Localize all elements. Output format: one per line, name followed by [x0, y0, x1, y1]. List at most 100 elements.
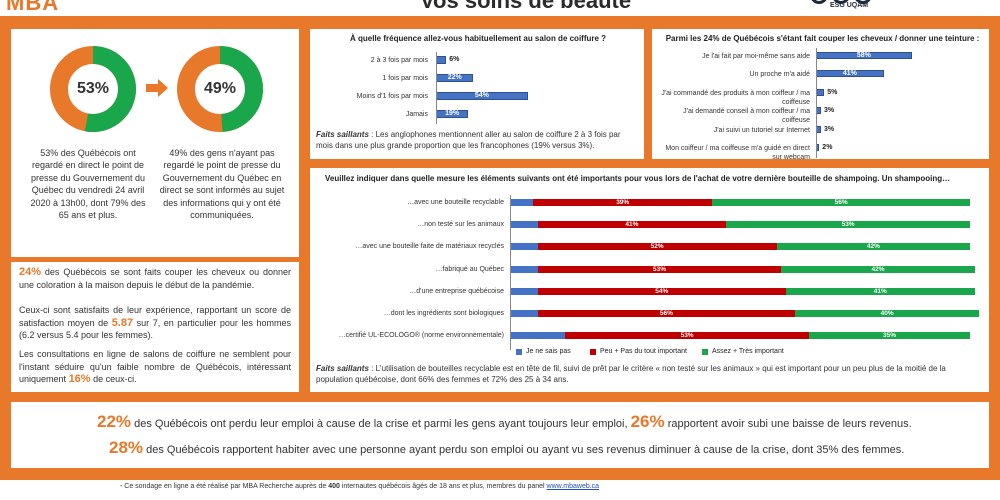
donut-svg — [177, 46, 263, 132]
bar-value-label: 53% — [841, 221, 855, 229]
stacked-bar-segment — [510, 332, 566, 340]
bar-value-label: 53% — [652, 265, 666, 273]
bar-value-label: 3% — [823, 125, 835, 133]
stacked-bar-segment — [537, 221, 727, 229]
legend-swatch — [590, 348, 596, 355]
category-label: …fabriqué au Québec — [435, 265, 505, 273]
footer: - Ce sondage en ligne a été réalisé par … — [0, 480, 1000, 500]
page-title: Vos soins de beauté — [420, 0, 632, 13]
statement-text: des Québécois rapportent habiter avec un… — [146, 444, 905, 456]
paragraph-text: des Québécois se sont faits couper les c… — [19, 267, 291, 290]
employment-line-1: 22% des Québécois ont perdu leur emploi … — [97, 412, 912, 432]
bar-value-label: 2% — [822, 144, 833, 151]
axis-line — [436, 52, 437, 124]
esg-uqam-text: ESG UQAM — [830, 2, 869, 9]
bar-value-label: 5% — [827, 88, 838, 96]
category-label: 2 à 3 fois par mois — [370, 57, 428, 64]
bar — [436, 56, 447, 64]
category-label: …avec une bouteille recyclable — [407, 199, 504, 206]
stacked-bar-segment — [776, 243, 970, 251]
chart-notes: Faits saillants : L'utilisation de boute… — [316, 363, 983, 385]
donut-left-description: 53% des Québécois ont regardé en direct … — [30, 148, 146, 221]
bar-value-label: 40% — [880, 310, 894, 317]
category-label: Jamais — [405, 111, 428, 118]
footer-highlight: 400 — [328, 483, 340, 490]
category-label: …certifié UL-ECOLOGO® (norme environneme… — [338, 332, 504, 340]
bar-value-label: 41% — [842, 70, 857, 78]
stacked-bar-segment — [510, 310, 538, 317]
highlight-value: 16% — [68, 373, 91, 385]
category-label: J'ai commandé des produits à mon coiffeu… — [661, 89, 810, 106]
mba-logo: MBA — [6, 0, 60, 15]
arrow-right-icon — [146, 79, 168, 97]
bar-value-label: 41% — [625, 221, 639, 229]
stacked-bar-segment — [795, 310, 980, 317]
bar-value-label: 22% — [447, 74, 462, 81]
footer-text: - Ce sondage en ligne a été réalisé par … — [120, 483, 327, 490]
bar-value-label: 56% — [659, 310, 673, 317]
category-label: …d'une entreprise québécoise — [409, 287, 504, 295]
chart-title: Parmi les 24% de Québécois s'étant fait … — [665, 34, 980, 43]
category-label: J'ai suivi un tutoriel sur Internet — [713, 126, 810, 134]
bar-value-label: 42% — [866, 243, 880, 251]
esg-uqam-logo: ESG UQAM — [808, 0, 878, 16]
bar-value-label: 58% — [856, 52, 871, 59]
bar-value-label: 39% — [616, 199, 630, 206]
statement-text: rapportent avoir subi une baisse de leur… — [667, 418, 912, 430]
legend-item: Peu + Pas du tout important — [590, 348, 687, 355]
footer-text: internautes québécois âgés de 18 ans et … — [341, 483, 545, 490]
statement-text: des Québécois ont perdu leur emploi à ca… — [134, 418, 628, 430]
legend-item: Assez + Très important — [702, 348, 784, 355]
stacked-bar-segment — [565, 332, 809, 340]
highlight-value: 26% — [630, 412, 665, 431]
bar-value-label: 41% — [873, 287, 887, 295]
paragraph-text: de ceux-ci. — [93, 374, 137, 384]
category-label: J'ai demandé conseil à mon coiffeur / ma… — [683, 108, 810, 125]
bar-value-label: 54% — [655, 287, 669, 295]
stacked-bar-segment — [809, 332, 970, 340]
employment-panel: 22% des Québécois ont perdu leur emploi … — [11, 402, 989, 468]
category-label: …dont les ingrédients sont biologiques — [383, 310, 504, 317]
paragraph-text: sur 7, en particulier pour les hommes (6… — [19, 317, 291, 341]
stacked-bar-segment — [510, 199, 533, 206]
legend-swatch — [516, 348, 522, 355]
bar-value-label: 35% — [882, 332, 896, 340]
paragraph-satisfaction: Ceux-ci sont satisfaits de leur expérien… — [19, 304, 291, 342]
stacked-bar-segment — [510, 243, 538, 251]
stacked-bar-segment — [537, 310, 796, 317]
highlight-value: 5.87 — [111, 316, 134, 329]
haircut-text-panel: 24% des Québécois se sont faits couper l… — [11, 262, 299, 392]
chart-title: À quelle fréquence allez-vous habituelle… — [350, 34, 607, 43]
highlight-value: 24% — [19, 266, 42, 278]
category-label: …non testé sur les animaux — [417, 221, 504, 229]
donut-percent-label: 53% — [76, 80, 110, 97]
axis-line — [816, 48, 817, 159]
stacked-bar-segment — [726, 221, 970, 229]
legend-label: Assez + Très important — [712, 348, 784, 355]
paragraph-home-haircut: 24% des Québécois se sont faits couper l… — [19, 266, 291, 291]
notes-label: Faits saillants — [316, 130, 369, 139]
notes-label: Faits saillants — [316, 364, 369, 373]
category-label: Moins d'1 fois par mois — [356, 93, 428, 100]
mbaweb-link[interactable]: www.mbaweb.ca — [546, 483, 600, 490]
stacked-bar-segment — [781, 265, 975, 273]
header-bar: MBA Vos soins de beauté ESG UQAM — [0, 0, 1000, 16]
stacked-bar-segment — [537, 265, 782, 273]
frequency-chart-panel: À quelle fréquence allez-vous habituelle… — [310, 29, 644, 159]
bar-value-label: 56% — [834, 199, 848, 206]
stacked-bar-segment — [786, 287, 975, 295]
donut-percent-label: 49% — [203, 80, 237, 97]
highlight-value: 22% — [97, 412, 132, 431]
donut-svg — [50, 46, 136, 132]
bar-value-label: 53% — [680, 332, 694, 340]
stacked-bar-segment — [510, 221, 538, 229]
paragraph-online-consult: Les consultations en ligne de salons de … — [19, 348, 291, 386]
notes-text: : L'utilisation de bouteilles recyclable… — [316, 364, 946, 384]
paragraph-text: Ceux-ci sont satisfaits de leur expérien… — [19, 305, 291, 328]
donut-chart-watched: 53% — [49, 45, 137, 133]
legend-swatch — [702, 348, 708, 355]
donut-panel: 53% 49% 53% des Québécois ont regardé en… — [11, 29, 299, 257]
stacked-bar-segment — [533, 199, 713, 206]
category-label: Un proche m'a aidé — [749, 71, 810, 79]
employment-line-2: 28% des Québécois rapportent habiter ave… — [109, 438, 904, 458]
